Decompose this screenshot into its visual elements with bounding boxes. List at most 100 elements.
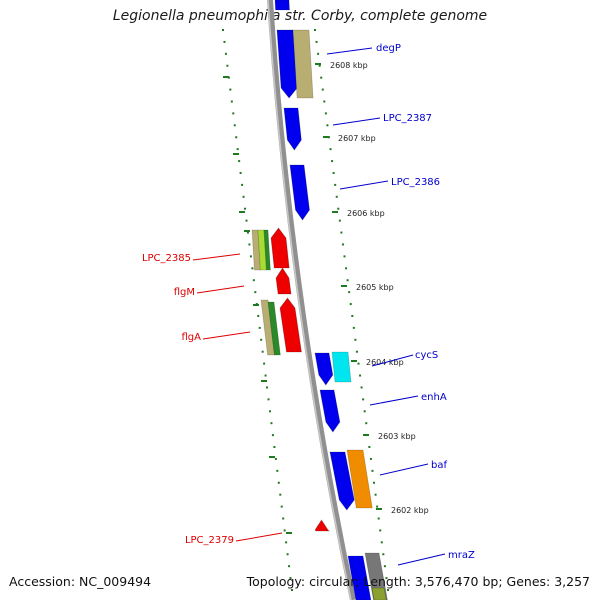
inner-ring-dot: [230, 100, 233, 103]
tick-label: 2607 kbp: [338, 134, 376, 143]
tick-mark: [323, 136, 329, 138]
outer-ring-dot: [376, 505, 379, 508]
inner-ring-tick: [223, 76, 229, 78]
inner-ring-tick: [269, 456, 275, 458]
feature-enhA: [319, 389, 341, 433]
inner-ring-dot: [251, 267, 254, 270]
tick-mark: [332, 211, 338, 213]
tick-label: 2605 kbp: [356, 283, 394, 292]
inner-ring-tick: [253, 304, 259, 306]
feature-degP-tan: [292, 29, 314, 99]
outer-ring-dot: [379, 529, 382, 532]
outer-ring-dot: [385, 577, 388, 580]
inner-ring-dot: [270, 422, 273, 425]
forward-gene-label: LPC_2386: [391, 177, 440, 188]
outer-ring-dot: [321, 88, 324, 91]
inner-ring-dot: [260, 338, 263, 341]
inner-ring-tick: [261, 380, 267, 382]
forward-gene-pointer: [379, 463, 429, 476]
inner-ring-dot: [261, 350, 264, 353]
outer-ring-dot: [357, 362, 360, 365]
forward-gene-pointer: [326, 47, 373, 55]
feature-cycS-blue: [314, 352, 334, 386]
forward-gene-pointer: [397, 553, 446, 566]
inner-ring-dot: [285, 541, 288, 544]
inner-ring-dot: [222, 29, 224, 31]
outer-ring-dot: [337, 207, 340, 210]
inner-ring-tick: [233, 153, 239, 155]
forward-gene-pointer: [369, 395, 419, 406]
inner-ring-dot: [271, 434, 274, 437]
reverse-gene-pointer: [202, 331, 251, 340]
outer-ring-dot: [341, 243, 344, 246]
inner-ring-dot: [254, 291, 257, 294]
inner-ring-dot: [279, 493, 282, 496]
outer-ring-dot: [329, 148, 332, 151]
inner-ring-dot: [268, 410, 271, 413]
inner-ring-tick: [244, 230, 250, 232]
inner-ring-dot: [246, 231, 249, 234]
outer-ring-dot: [326, 124, 329, 127]
feature-flgA-green: [267, 301, 281, 356]
inner-ring-dot: [258, 326, 261, 329]
inner-ring-dot: [276, 469, 279, 472]
tick-mark: [315, 63, 321, 65]
inner-ring-dot: [242, 195, 245, 198]
genome-backbone: [267, 0, 356, 600]
inner-ring-dot: [249, 255, 252, 258]
feature-bottom-olive: [371, 587, 387, 600]
outer-ring-dot: [317, 52, 320, 55]
tick-mark: [376, 508, 382, 510]
inner-ring-dot: [286, 553, 289, 556]
outer-ring-dot: [363, 410, 366, 413]
map-title: Legionella pneumophila str. Corby, compl…: [112, 8, 488, 24]
feature-cycS-cyan: [331, 351, 352, 383]
reverse-gene-label: flgA: [182, 332, 202, 343]
outer-ring-dot: [324, 112, 327, 115]
gene-label-layer: degP LPC_2387 LPC_2386 cycS enhA baf mraZ LPC_2…: [142, 43, 475, 566]
inner-ring-dot: [232, 112, 235, 115]
outer-ring-dot: [348, 291, 351, 294]
tick-label: 2603 kbp: [378, 432, 416, 441]
outer-ring-dot: [318, 64, 321, 67]
inner-ring-dot: [229, 88, 232, 91]
outer-ring-dot: [383, 565, 386, 568]
reverse-gene-label: LPC_2385: [142, 253, 191, 264]
tick-label: 2606 kbp: [347, 209, 385, 218]
inner-ring-dot: [224, 52, 227, 55]
feature-top-blue: [274, 0, 290, 11]
inner-ring-dot: [248, 243, 251, 246]
feature-baf-orange: [346, 449, 373, 509]
outer-ring-dot: [371, 469, 374, 472]
outer-ring-dot: [354, 338, 357, 341]
inner-ring-dot: [273, 446, 276, 449]
inner-ring-dot: [257, 314, 260, 317]
inner-ring-dot: [266, 386, 269, 389]
outer-ring-dot: [382, 553, 385, 556]
inner-ring-dot: [289, 577, 292, 580]
reverse-gene-label: flgM: [174, 287, 195, 298]
outer-ring-dot: [368, 446, 371, 449]
tick-mark: [363, 434, 369, 436]
outer-ring-dot: [365, 422, 368, 425]
outer-ring-dot: [345, 267, 348, 270]
feature-degP-blue: [276, 29, 298, 99]
outer-ring-dot: [359, 374, 362, 377]
inner-ring-dot: [233, 124, 236, 127]
inner-ring-dot: [267, 398, 270, 401]
feature-lpc2385-red: [270, 227, 290, 269]
outer-ring-dot: [334, 183, 337, 186]
outer-ring-dot: [374, 493, 377, 496]
tick-label: 2608 kbp: [330, 61, 368, 70]
inner-ring-dot: [236, 148, 239, 151]
reverse-gene-pointer: [196, 285, 245, 294]
forward-gene-label: enhA: [421, 392, 447, 403]
inner-ring-tick: [286, 532, 292, 534]
inner-ring-dot: [291, 589, 293, 591]
outer-ring-dot: [314, 29, 316, 31]
inner-ring-dot: [283, 529, 286, 532]
outer-ring-dot: [380, 541, 383, 544]
inner-ring-dot: [288, 565, 291, 568]
inner-ring-dot: [241, 183, 244, 186]
